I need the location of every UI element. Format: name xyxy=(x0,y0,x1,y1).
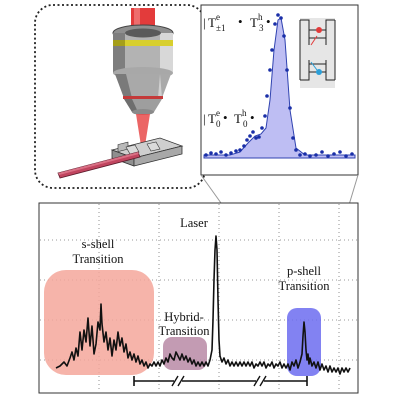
ket-upper-h-sub: 3 xyxy=(259,23,264,33)
inset-data-point xyxy=(219,150,223,154)
ket-lower-e-sub: 0 xyxy=(216,119,221,129)
inset-data-point xyxy=(242,144,246,148)
inset-data-point xyxy=(298,153,302,157)
inset-data-point xyxy=(288,106,292,110)
inset-data-point xyxy=(224,153,228,157)
objective-lens-icon xyxy=(112,24,174,115)
inset-data-point xyxy=(234,149,238,153)
inset-data-point xyxy=(260,126,264,130)
inset-data-point xyxy=(282,34,286,38)
axis-break-left xyxy=(171,375,185,387)
inset-data-point xyxy=(229,151,233,155)
inset-data-point xyxy=(279,16,283,20)
hybrid-region xyxy=(163,337,207,370)
inset-data-point xyxy=(320,150,324,154)
hole-dot xyxy=(316,69,322,75)
inset-data-point xyxy=(257,135,261,139)
inset-data-point xyxy=(276,13,280,17)
inset-data-point xyxy=(254,136,258,140)
svg-text:•: • xyxy=(250,110,255,125)
ket-lower-T: T xyxy=(208,111,216,126)
ket-upper-h-T: T xyxy=(250,15,258,30)
spectrum-trace xyxy=(55,235,351,375)
inset-data-point xyxy=(265,94,269,98)
ket-upper: | T e ±1 • T h 3 • xyxy=(203,12,271,33)
svg-text:|: | xyxy=(203,15,206,30)
sample-chip-icon xyxy=(57,137,184,179)
laser-label: Laser xyxy=(180,216,209,230)
inset-data-point xyxy=(291,136,295,140)
inset-data-point xyxy=(303,152,307,156)
focused-beam xyxy=(136,114,150,152)
hybrid-label: Hybrid- xyxy=(164,310,204,324)
svg-text:|: | xyxy=(203,111,206,126)
inset-data-point xyxy=(308,154,312,158)
inset-data-point xyxy=(204,153,208,157)
energy-level-icon xyxy=(299,18,336,88)
inset-data-point xyxy=(251,130,255,134)
electron-dot xyxy=(316,27,322,33)
p-shell-region xyxy=(287,308,321,376)
ket-lower-e-sup: e xyxy=(216,108,220,118)
setup-panel xyxy=(34,4,206,189)
inset-data-point xyxy=(338,150,342,154)
inset-data-point xyxy=(214,152,218,156)
inset-data-points xyxy=(204,13,354,158)
inset-data-point xyxy=(350,152,354,156)
axis-break-right xyxy=(253,375,267,387)
main-spectrum-panel: s-shell Transition Hybrid- Transition La… xyxy=(38,202,359,394)
s-shell-label: s-shell xyxy=(82,237,115,251)
hybrid-label-2: Transition xyxy=(159,324,211,338)
inset-data-point xyxy=(273,22,277,26)
svg-text:•: • xyxy=(223,110,228,125)
ket-lower-h-T: T xyxy=(234,111,242,126)
ket-upper-T: T xyxy=(208,15,216,30)
p-shell-label-2: Transition xyxy=(279,279,331,293)
inset-data-point xyxy=(285,68,289,72)
s-shell-label-2: Transition xyxy=(73,252,125,266)
inset-data-point xyxy=(263,114,267,118)
inset-data-point xyxy=(245,138,249,142)
inset-panel: | T e ±1 • T h 3 • | T e 0 • T h 0 • xyxy=(200,4,359,176)
inset-data-point xyxy=(270,48,274,52)
inset-fit-area xyxy=(203,17,356,159)
svg-text:•: • xyxy=(238,14,243,29)
inset-data-point xyxy=(332,152,336,156)
inset-data-point xyxy=(268,68,272,72)
inset-data-point xyxy=(248,134,252,138)
ket-lower-h-sub: 0 xyxy=(243,119,248,129)
inset-data-point xyxy=(344,154,348,158)
inset-data-point xyxy=(326,154,330,158)
inset-data-point xyxy=(294,148,298,152)
inset-data-point xyxy=(314,153,318,157)
inset-data-point xyxy=(238,148,242,152)
ket-upper-e-sup: e xyxy=(216,12,220,22)
svg-text:•: • xyxy=(266,14,271,29)
ket-upper-e-sub: ±1 xyxy=(216,23,225,33)
ket-upper-h-sup: h xyxy=(258,12,263,22)
ket-lower-h-sup: h xyxy=(242,108,247,118)
ket-lower: | T e 0 • T h 0 • xyxy=(203,108,255,129)
inset-data-point xyxy=(209,151,213,155)
scale-bar xyxy=(133,375,308,387)
p-shell-label: p-shell xyxy=(287,264,322,278)
